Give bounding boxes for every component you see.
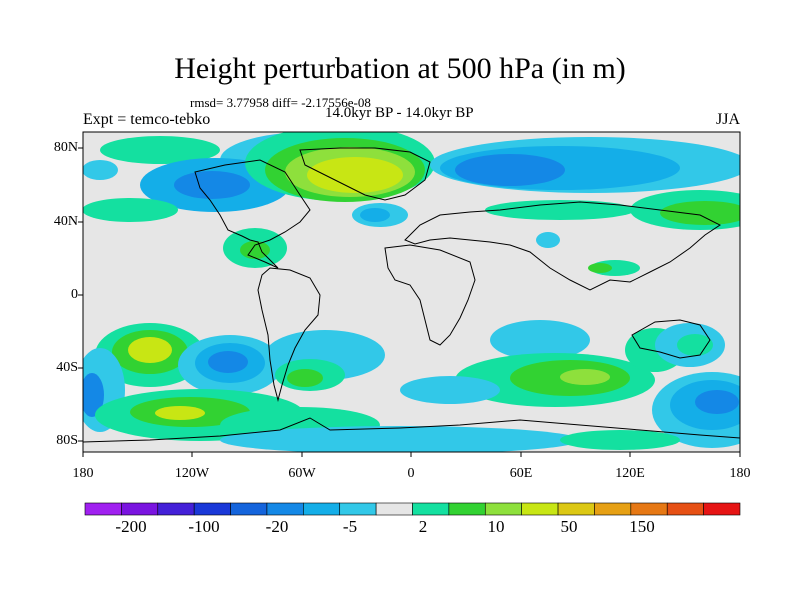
colorbar-swatch xyxy=(484,502,522,516)
contour-region xyxy=(455,154,565,186)
greenland-coast xyxy=(299,147,431,201)
contour-region xyxy=(360,208,390,222)
colorbar-swatch xyxy=(448,502,486,516)
colorbar-label: 150 xyxy=(629,517,655,536)
contour-region xyxy=(155,406,205,420)
colorbar-swatch xyxy=(121,502,159,516)
colorbar-swatch xyxy=(703,502,741,516)
colorbar-label: -5 xyxy=(342,517,358,536)
lon-label-120w: 120W xyxy=(174,466,210,481)
stats-label: rmsd= 3.77958 diff= -2.17556e-08 xyxy=(190,95,371,110)
colorbar-swatch xyxy=(557,502,595,516)
axis-ticks xyxy=(78,147,741,457)
colorbar-swatch xyxy=(230,502,268,516)
contour-region xyxy=(490,320,590,360)
lon-label-120e: 120E xyxy=(615,466,645,481)
colorbar-swatch xyxy=(630,502,668,516)
colorbar-label: -200 xyxy=(115,517,147,536)
contour-region xyxy=(695,390,739,414)
contour-region xyxy=(536,232,560,248)
colorbar-swatch xyxy=(412,502,450,516)
colorbar xyxy=(84,502,741,516)
lon-label-60w: 60W xyxy=(288,466,316,481)
lat-label-80s: 80S xyxy=(56,433,78,448)
colorbar-swatch xyxy=(84,502,122,516)
colorbar-swatch xyxy=(521,502,559,516)
colorbar-label: 10 xyxy=(487,517,505,536)
contour-region xyxy=(560,430,680,450)
season-label: JJA xyxy=(716,111,741,128)
lat-label-40s: 40S xyxy=(56,360,78,375)
colorbar-label: -20 xyxy=(265,517,289,536)
coastlines xyxy=(83,147,740,443)
lon-label-0: 0 xyxy=(407,466,415,481)
contour-region xyxy=(83,160,118,180)
colorbar-swatch xyxy=(266,502,304,516)
colorbar-swatch xyxy=(193,502,231,516)
colorbar-swatch xyxy=(339,502,377,516)
colorbar-swatch xyxy=(594,502,632,516)
lon-label-180w: 180 xyxy=(72,466,94,481)
contour-region xyxy=(660,201,740,225)
africa-coast xyxy=(384,244,476,346)
contour-region xyxy=(100,136,220,164)
contour-region xyxy=(677,334,713,356)
lon-label-180e: 180 xyxy=(729,466,751,481)
contour-region xyxy=(588,263,612,273)
australia-coast xyxy=(631,319,711,359)
colorbar-swatch xyxy=(157,502,195,516)
contour-region xyxy=(400,376,500,404)
contour-region xyxy=(83,198,178,222)
contour-region xyxy=(83,373,104,417)
lon-label-60e: 60E xyxy=(509,466,533,481)
colorbar-swatch xyxy=(303,502,341,516)
contour-region xyxy=(208,351,248,373)
europe-asia-coast xyxy=(404,201,721,291)
lat-label-80n: 80N xyxy=(53,140,78,155)
contour-region xyxy=(287,369,323,387)
colorbar-label: 50 xyxy=(560,517,578,536)
contour-fields xyxy=(83,132,740,452)
contour-region xyxy=(560,369,610,385)
colorbar-swatch xyxy=(375,502,413,516)
colorbar-label: -100 xyxy=(188,517,220,536)
plot-subtitle: 14.0kyr BP - 14.0kyr BP xyxy=(325,105,474,121)
contour-region xyxy=(240,241,270,259)
colorbar-label: 2 xyxy=(418,517,428,536)
contour-region xyxy=(174,171,250,199)
contour-region xyxy=(220,426,580,452)
north-america-coast xyxy=(194,159,311,269)
antarctica-coast xyxy=(83,417,740,443)
contour-region xyxy=(128,337,172,363)
contour-region xyxy=(307,157,403,193)
colorbar-swatch xyxy=(666,502,704,516)
contour-region xyxy=(485,200,635,220)
plot-title: Height perturbation at 500 hPa (in m) xyxy=(174,52,626,85)
experiment-label: Expt = temco-tebko xyxy=(83,111,211,128)
lat-label-40n: 40N xyxy=(53,214,78,229)
south-america-coast xyxy=(257,267,321,402)
lat-label-0: 0 xyxy=(71,287,78,302)
